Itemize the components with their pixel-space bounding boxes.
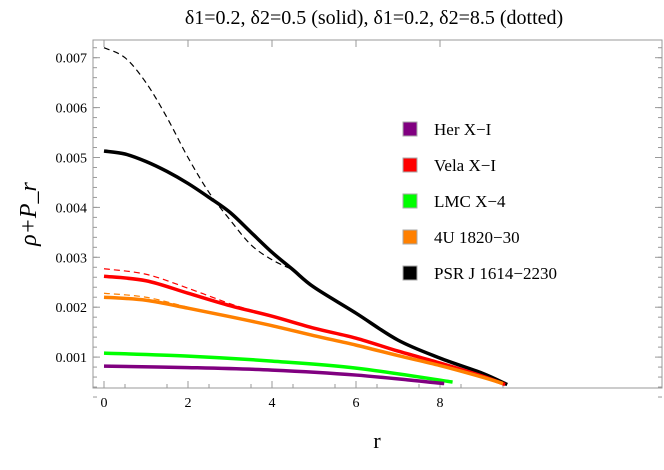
legend-swatch <box>402 193 418 209</box>
y-axis-label: ρ+P_r <box>16 181 42 246</box>
her-x-i-line <box>103 364 445 386</box>
y-tick-label: 0.003 <box>56 251 88 266</box>
legend-label: Her X−I <box>434 120 492 139</box>
legend-swatch <box>402 157 418 173</box>
lmc-x-4-line <box>103 351 453 384</box>
psr-j-1614-2230-line <box>103 149 508 387</box>
legend-label: Vela X−I <box>434 156 496 175</box>
y-tick-label: 0.001 <box>56 351 88 366</box>
y-tick-label: 0.004 <box>56 201 88 216</box>
x-axis-label: r <box>373 428 381 453</box>
legend-swatch <box>402 265 418 281</box>
4u-1820-30-line <box>103 295 504 386</box>
x-tick-label: 4 <box>269 396 276 411</box>
plot-frame <box>92 39 663 389</box>
y-tick-label: 0.006 <box>56 102 88 117</box>
vela-x-i-line <box>103 274 506 387</box>
y-tick-label: 0.007 <box>56 52 88 67</box>
legend-swatch <box>402 121 418 137</box>
legend-swatch <box>402 229 418 245</box>
dashed-line <box>103 47 294 271</box>
x-tick-label: 6 <box>353 396 360 411</box>
chart-title: δ1=0.2, δ2=0.5 (solid), δ1=0.2, δ2=8.5 (… <box>185 7 563 29</box>
x-tick-label: 2 <box>185 396 192 411</box>
legend-label: 4U 1820−30 <box>434 228 520 247</box>
legend-label: LMC X−4 <box>434 192 506 211</box>
y-tick-label: 0.005 <box>56 152 88 167</box>
x-tick-label: 8 <box>437 396 444 411</box>
x-tick-label: 0 <box>101 396 108 411</box>
legend-label: PSR J 1614−2230 <box>434 264 557 283</box>
y-tick-label: 0.002 <box>56 301 88 316</box>
